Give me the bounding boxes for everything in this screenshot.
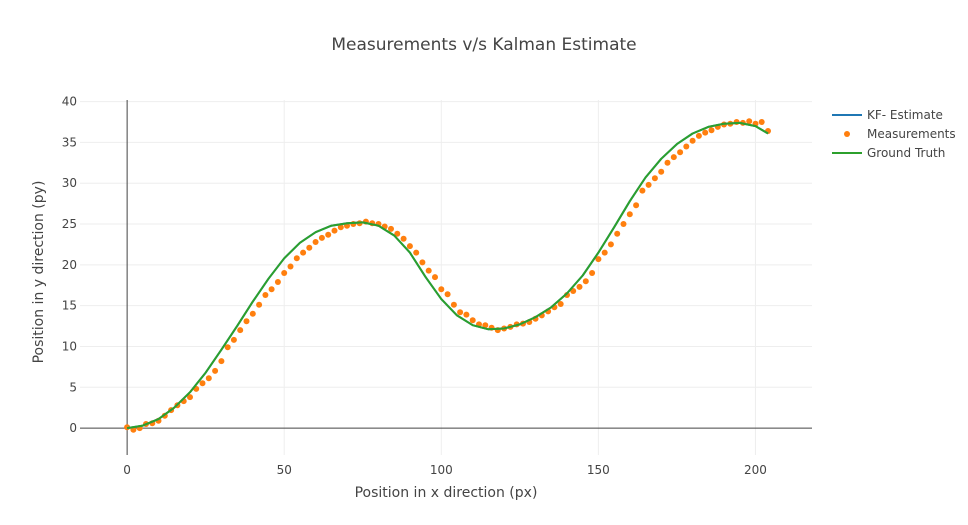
measurement-point	[450, 301, 457, 308]
measurement-point	[670, 154, 677, 161]
x-tick-label: 150	[587, 463, 610, 477]
zero-lines	[80, 100, 812, 455]
measurement-point	[469, 317, 476, 324]
x-tick-label: 200	[744, 463, 767, 477]
measurement-point	[645, 181, 652, 188]
measurement-point	[218, 358, 225, 365]
legend-item-measurements[interactable]: Measurements	[844, 127, 956, 141]
measurement-point	[325, 231, 332, 238]
measurement-point	[614, 230, 621, 237]
legend-marker-swatch	[844, 131, 850, 137]
measurement-point	[388, 225, 394, 232]
measurement-point	[677, 149, 684, 156]
measurement-point	[400, 235, 407, 242]
gridlines	[80, 100, 812, 455]
measurement-point	[457, 309, 464, 316]
legend-label: Measurements	[867, 127, 956, 141]
y-tick-label: 35	[62, 135, 77, 149]
measurement-point	[482, 322, 489, 329]
measurement-point	[230, 336, 237, 343]
chart-title: Measurements v/s Kalman Estimate	[331, 35, 636, 55]
x-axis-title: Position in x direction (px)	[355, 485, 538, 501]
measurement-point	[306, 244, 313, 251]
y-tick-label: 25	[62, 217, 77, 231]
measurement-point	[331, 227, 338, 234]
measurement-point	[658, 168, 665, 175]
measurement-point	[589, 270, 596, 276]
measurement-point	[626, 211, 633, 218]
measurement-point	[268, 286, 275, 293]
y-tick-label: 30	[62, 176, 77, 190]
y-tick-label: 5	[69, 380, 77, 394]
measurement-point	[256, 301, 263, 308]
measurement-point	[224, 344, 231, 351]
measurement-point	[312, 239, 319, 245]
legend-label: KF- Estimate	[867, 108, 943, 122]
measurement-point	[438, 286, 445, 293]
series-kf-estimate	[126, 121, 769, 430]
measurement-point	[683, 143, 690, 150]
y-tick-label: 15	[62, 299, 77, 313]
measurement-point	[262, 292, 269, 298]
measurement-point	[651, 175, 658, 182]
series-line-kf-estimate	[126, 121, 769, 430]
measurement-point	[595, 256, 602, 263]
measurement-point	[243, 318, 250, 325]
series-line-ground-truth	[126, 121, 769, 430]
measurement-point	[274, 279, 281, 285]
measurement-point	[702, 129, 709, 136]
legend[interactable]: KF- Estimate Measurements Ground Truth	[832, 108, 956, 160]
series-measurements	[124, 118, 771, 433]
measurement-point	[425, 267, 432, 274]
y-tick-label: 10	[62, 339, 77, 353]
measurement-point	[237, 327, 244, 334]
measurement-point	[620, 221, 627, 227]
measurement-point	[639, 187, 646, 194]
measurement-point	[746, 118, 753, 125]
measurement-point	[633, 202, 640, 209]
x-tick-label: 0	[123, 463, 131, 477]
measurement-point	[582, 278, 589, 285]
measurement-point	[607, 241, 614, 248]
series-ground-truth	[126, 121, 769, 430]
measurement-point	[199, 380, 206, 387]
measurement-point	[187, 394, 193, 401]
measurement-point	[293, 255, 300, 262]
legend-item-ground-truth[interactable]: Ground Truth	[832, 146, 945, 160]
y-tick-label: 0	[69, 421, 77, 435]
measurement-point	[463, 311, 470, 318]
measurement-point	[287, 263, 294, 270]
measurement-point	[432, 274, 438, 281]
measurement-point	[708, 127, 715, 134]
measurement-point	[695, 132, 702, 139]
measurement-point	[758, 119, 765, 125]
measurement-point	[576, 283, 583, 290]
measurement-point	[406, 243, 413, 250]
measurement-point	[281, 270, 288, 276]
measurement-point	[419, 259, 426, 266]
measurement-point	[249, 310, 256, 317]
measurement-point	[557, 301, 564, 307]
x-tick-label: 100	[430, 463, 453, 477]
y-tick-label: 40	[62, 95, 77, 109]
measurement-point	[601, 249, 608, 256]
legend-label: Ground Truth	[867, 146, 945, 160]
measurement-point	[318, 234, 325, 241]
y-axis-title: Position in y direction (py)	[31, 181, 47, 364]
tick-labels: 0 50 100 150 200 0 5 10 15 20 25 30 35 40	[62, 95, 767, 477]
legend-item-kf-estimate[interactable]: KF- Estimate	[832, 108, 943, 122]
measurement-point	[205, 375, 212, 382]
plot-area	[124, 118, 771, 433]
measurement-point	[212, 367, 219, 374]
measurement-point	[337, 224, 344, 231]
measurement-point	[444, 291, 451, 298]
measurement-point	[300, 249, 307, 256]
measurement-point	[689, 137, 696, 144]
y-tick-label: 20	[62, 258, 77, 272]
x-tick-label: 50	[277, 463, 292, 477]
measurement-point	[664, 159, 671, 166]
measurement-point	[394, 230, 401, 237]
measurement-point	[413, 249, 420, 256]
